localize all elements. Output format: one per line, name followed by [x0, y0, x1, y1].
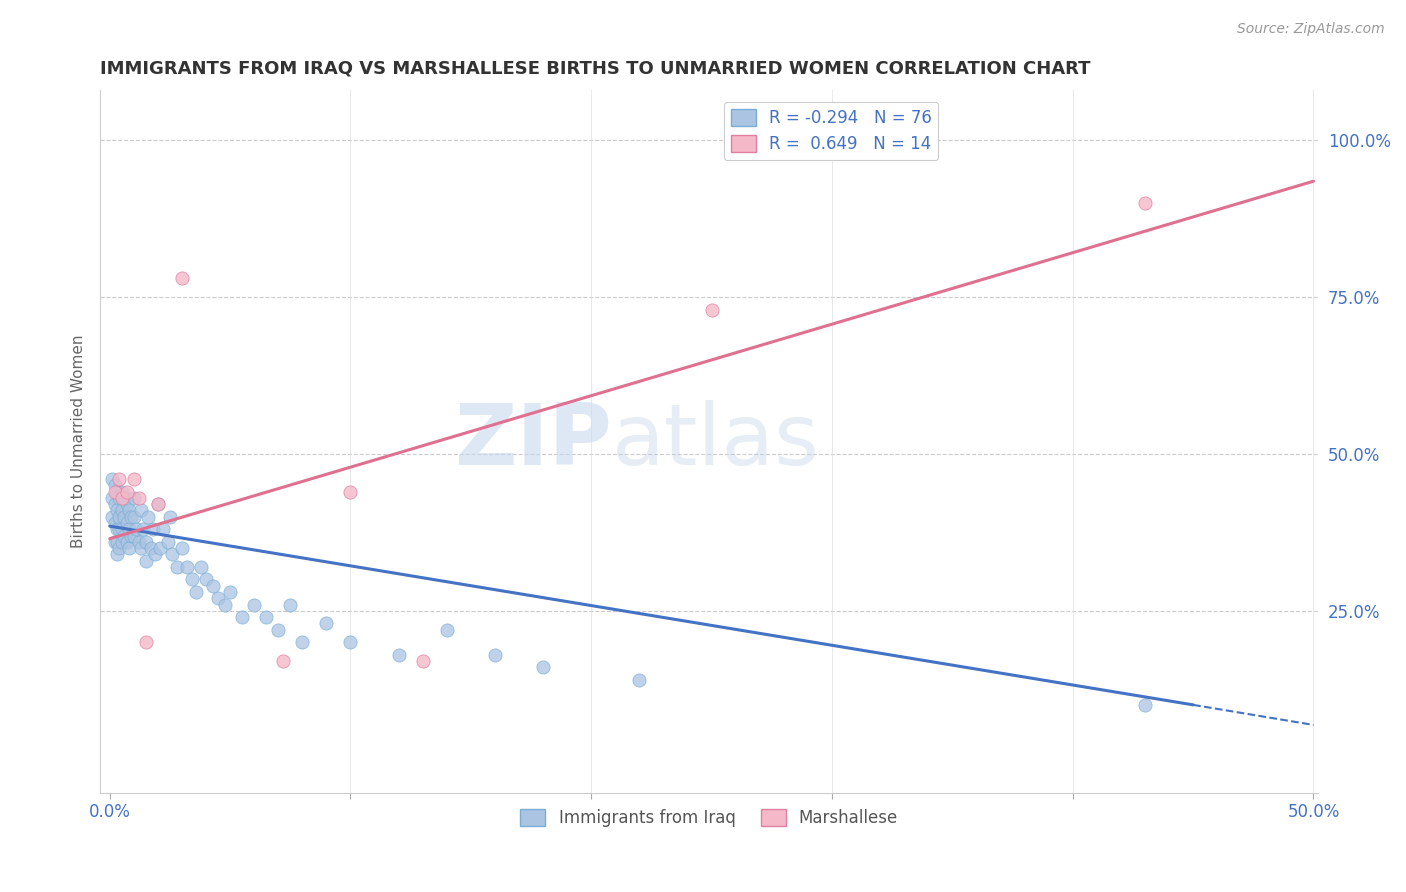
Point: [186, 585, 208, 599]
Point: [628, 673, 651, 687]
Point: [101, 509, 124, 524]
Point: [118, 522, 141, 536]
Point: [103, 516, 125, 530]
Point: [149, 541, 172, 555]
Point: [132, 522, 155, 536]
Point: [115, 484, 138, 499]
Point: [101, 491, 124, 505]
Point: [146, 497, 169, 511]
Point: [162, 547, 184, 561]
Point: [105, 503, 128, 517]
Point: [105, 534, 128, 549]
Text: atlas: atlas: [612, 400, 820, 483]
Point: [118, 541, 141, 555]
Point: [118, 503, 141, 517]
Point: [195, 573, 218, 587]
Point: [278, 598, 301, 612]
Point: [271, 654, 294, 668]
Point: [170, 271, 193, 285]
Point: [531, 660, 554, 674]
Point: [105, 484, 128, 499]
Point: [103, 534, 125, 549]
Point: [111, 522, 134, 536]
Point: [101, 472, 124, 486]
Point: [146, 497, 169, 511]
Point: [108, 522, 131, 536]
Point: [219, 585, 242, 599]
Point: [122, 472, 145, 486]
Point: [112, 509, 135, 524]
Point: [180, 573, 202, 587]
Point: [1133, 196, 1156, 211]
Point: [112, 528, 135, 542]
Point: [156, 534, 179, 549]
Point: [111, 491, 134, 505]
Point: [315, 616, 337, 631]
Point: [125, 522, 148, 536]
Text: Source: ZipAtlas.com: Source: ZipAtlas.com: [1237, 22, 1385, 37]
Point: [145, 547, 167, 561]
Point: [190, 560, 212, 574]
Point: [115, 516, 138, 530]
Point: [207, 591, 229, 606]
Point: [484, 648, 506, 662]
Point: [214, 598, 236, 612]
Point: [412, 654, 434, 668]
Point: [231, 610, 253, 624]
Y-axis label: Births to Unmarried Women: Births to Unmarried Women: [72, 334, 86, 549]
Point: [139, 541, 162, 555]
Point: [122, 491, 145, 505]
Point: [254, 610, 277, 624]
Point: [170, 541, 193, 555]
Point: [267, 623, 290, 637]
Point: [243, 598, 266, 612]
Point: [700, 302, 723, 317]
Point: [129, 503, 152, 517]
Point: [135, 553, 157, 567]
Point: [136, 509, 159, 524]
Point: [129, 541, 152, 555]
Point: [166, 560, 188, 574]
Point: [108, 491, 131, 505]
Point: [103, 497, 125, 511]
Point: [388, 648, 411, 662]
Point: [111, 503, 134, 517]
Point: [291, 635, 314, 649]
Point: [115, 534, 138, 549]
Point: [103, 478, 125, 492]
Point: [108, 509, 131, 524]
Point: [436, 623, 458, 637]
Point: [108, 541, 131, 555]
Point: [1133, 698, 1156, 712]
Point: [128, 534, 150, 549]
Point: [176, 560, 198, 574]
Point: [152, 522, 174, 536]
Point: [111, 484, 134, 499]
Point: [135, 635, 157, 649]
Point: [120, 509, 142, 524]
Point: [108, 472, 131, 486]
Point: [159, 509, 181, 524]
Point: [122, 509, 145, 524]
Text: IMMIGRANTS FROM IRAQ VS MARSHALLESE BIRTHS TO UNMARRIED WOMEN CORRELATION CHART: IMMIGRANTS FROM IRAQ VS MARSHALLESE BIRT…: [100, 60, 1091, 78]
Point: [112, 491, 135, 505]
Point: [115, 497, 138, 511]
Point: [105, 547, 128, 561]
Legend: Immigrants from Iraq, Marshallese: Immigrants from Iraq, Marshallese: [513, 802, 905, 833]
Point: [120, 528, 142, 542]
Point: [202, 579, 225, 593]
Point: [142, 522, 165, 536]
Point: [339, 635, 361, 649]
Point: [135, 534, 157, 549]
Point: [111, 534, 134, 549]
Text: ZIP: ZIP: [454, 400, 612, 483]
Point: [122, 528, 145, 542]
Point: [105, 522, 128, 536]
Point: [339, 484, 361, 499]
Point: [103, 484, 125, 499]
Point: [128, 491, 150, 505]
